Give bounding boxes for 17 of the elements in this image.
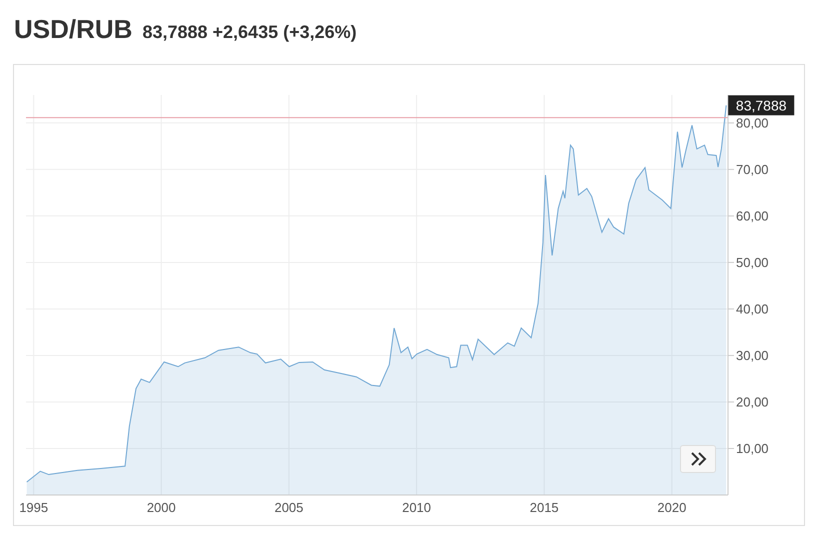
x-tick-label: 2005 (274, 500, 304, 516)
x-tick-label: 2000 (146, 500, 176, 516)
y-tick-label: 60,00 (736, 208, 769, 224)
y-tick-label: 70,00 (736, 162, 769, 178)
x-tick-label: 2010 (402, 500, 432, 516)
y-tick-label: 80,00 (736, 116, 769, 131)
annotation: 83,7888 (736, 97, 787, 114)
chart-subtitle: 83,7888 +2,6435 (+3,26%) (142, 22, 357, 43)
chart-title: USD/RUB (14, 14, 132, 45)
y-tick-label: 20,00 (736, 394, 769, 410)
y-tick-label: 30,00 (736, 348, 769, 364)
x-tick-label: 2015 (530, 500, 559, 516)
x-tick-label: 1995 (19, 500, 48, 516)
y-tick-label: 40,00 (736, 302, 769, 317)
y-tick-label: 50,00 (736, 255, 769, 270)
y-tick-label: 10,00 (736, 441, 769, 456)
x-tick-label: 2020 (657, 500, 686, 516)
